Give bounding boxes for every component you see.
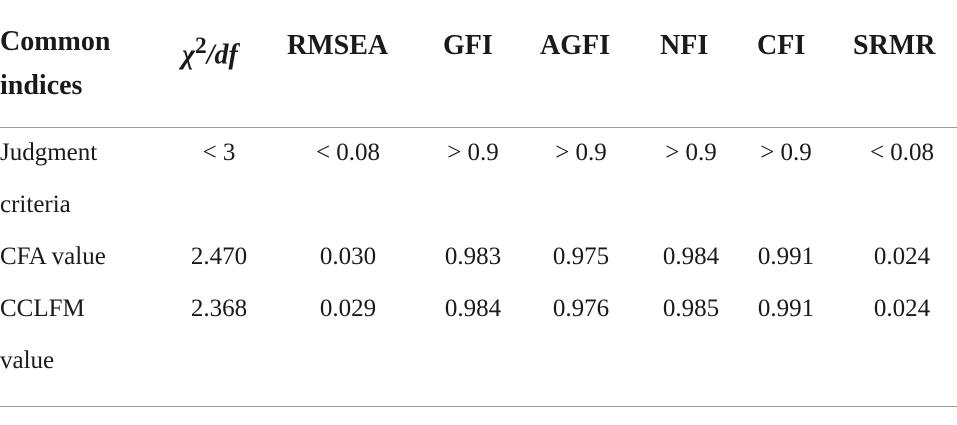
row-label-judgment-line2: criteria [0,191,71,218]
header-srmr: SRMR [853,30,936,61]
header-chi-sup: 2 [195,33,207,59]
judgment-agfi: > 0.9 [555,139,607,166]
judgment-cfi: > 0.9 [760,139,812,166]
table-bottom-rule [0,406,957,407]
cclfm-agfi: 0.976 [552,295,610,322]
header-chi-square-df: χ2/df [182,24,238,77]
header-divider [0,127,957,128]
cfa-nfi: 0.984 [662,243,720,270]
header-common-indices: Common indices [0,20,110,108]
judgment-gfi: > 0.9 [447,139,499,166]
header-common-indices-line1: Common [0,26,111,57]
cclfm-srmr: 0.024 [873,295,931,322]
row-label-cclfm: CCLFM value [0,283,85,387]
cfa-chi-df: 2.470 [190,243,248,270]
judgment-rmsea: < 0.08 [315,139,381,166]
cfa-srmr: 0.024 [873,243,931,270]
header-chi-symbol: χ [182,39,196,71]
cfa-gfi: 0.983 [444,243,502,270]
judgment-nfi: > 0.9 [665,139,717,166]
cclfm-chi-df: 2.368 [190,295,248,322]
judgment-chi-df: < 3 [202,139,236,166]
cclfm-cfi: 0.991 [757,295,815,322]
row-label-judgment: Judgment criteria [0,127,97,231]
row-label-cclfm-line2: value [0,347,55,374]
row-label-cfa-line1: CFA value [0,243,106,270]
cfa-agfi: 0.975 [552,243,610,270]
header-common-indices-line2: indices [0,70,83,101]
cclfm-rmsea: 0.029 [319,295,377,322]
header-gfi: GFI [443,30,493,61]
cfa-cfi: 0.991 [757,243,815,270]
header-rmsea: RMSEA [287,30,389,61]
cclfm-nfi: 0.985 [662,295,720,322]
row-label-cfa: CFA value [0,231,106,283]
cfa-rmsea: 0.030 [319,243,377,270]
header-agfi: AGFI [540,30,610,61]
row-label-judgment-line1: Judgment [0,139,98,166]
cclfm-gfi: 0.984 [444,295,502,322]
header-cfi: CFI [757,30,806,61]
header-nfi: NFI [660,30,709,61]
judgment-srmr: < 0.08 [869,139,935,166]
row-label-cclfm-line1: CCLFM [0,295,85,322]
header-chi-rest: /df [206,39,238,71]
